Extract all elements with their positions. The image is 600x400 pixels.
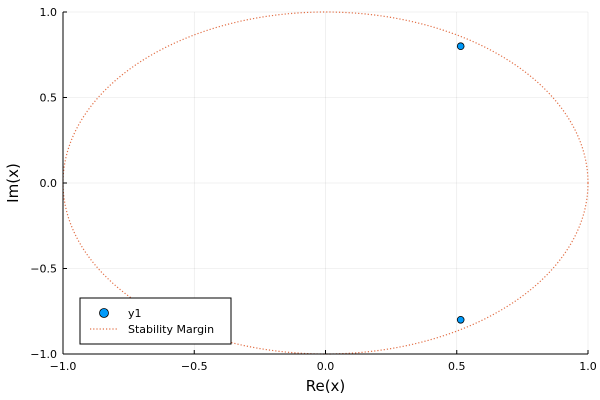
y-tick-label: 1.0 bbox=[40, 6, 58, 19]
legend-marker-y1 bbox=[99, 308, 109, 318]
y-tick-label: −0.5 bbox=[30, 263, 57, 276]
x-tick-label: 0.5 bbox=[448, 360, 466, 373]
x-tick-label: 0.0 bbox=[317, 360, 335, 373]
legend: y1 Stability Margin bbox=[79, 297, 232, 345]
legend-label-y1: y1 bbox=[128, 307, 142, 320]
data-points bbox=[456, 42, 465, 324]
x-tick-label: −1.0 bbox=[50, 360, 77, 373]
x-tick-labels: −1.0 −0.5 0.0 0.5 1.0 bbox=[50, 360, 597, 373]
data-point-y1 bbox=[456, 42, 465, 50]
y-tick-label: −1.0 bbox=[30, 348, 57, 361]
x-axis-title: Re(x) bbox=[306, 377, 346, 395]
legend-label-stability-margin: Stability Margin bbox=[128, 323, 214, 336]
y-axis-title: Im(x) bbox=[4, 163, 22, 203]
y-tick-label: 0.5 bbox=[40, 92, 58, 105]
y-tick-labels: −1.0 −0.5 0.0 0.5 1.0 bbox=[30, 6, 57, 361]
axes bbox=[62, 11, 589, 355]
x-tick-label: 1.0 bbox=[579, 360, 597, 373]
legend-box bbox=[79, 297, 232, 345]
data-point-y1 bbox=[456, 315, 465, 324]
y-tick-label: 0.0 bbox=[40, 177, 58, 190]
x-tick-label: −0.5 bbox=[181, 360, 208, 373]
